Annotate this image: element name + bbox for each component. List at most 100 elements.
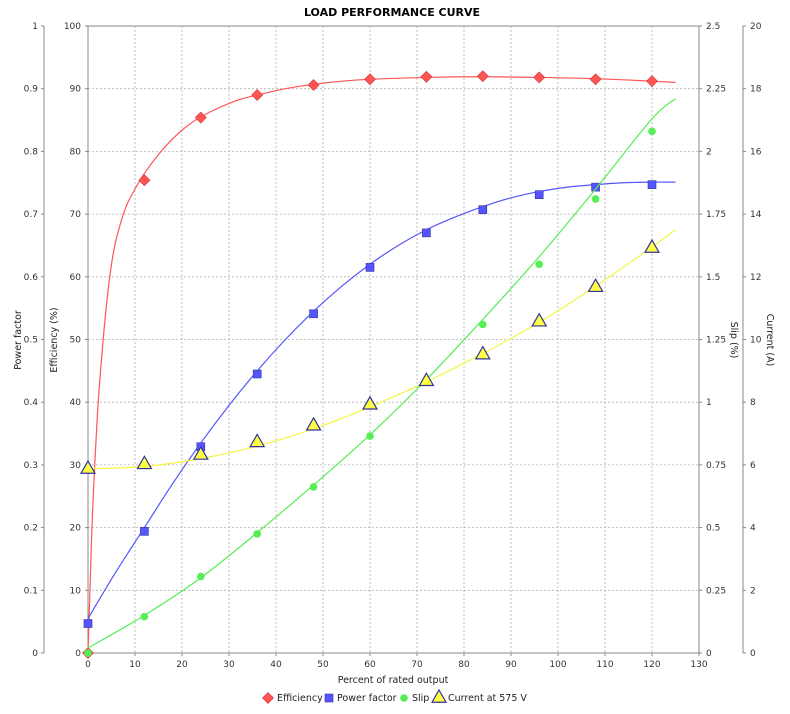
series-efficiency: [82, 70, 676, 659]
data-point-current-at-575-v: [643, 238, 661, 253]
data-point-current-at-575-v: [531, 312, 548, 327]
legend-item-current: Current at 575 V: [430, 688, 527, 704]
data-point-efficiency: [251, 89, 264, 101]
data-point-efficiency: [476, 70, 489, 83]
series-current-at-575-v: [79, 229, 676, 474]
data-point-slip: [253, 530, 261, 538]
x-tick-label: 110: [596, 660, 613, 670]
tick-label: 0: [706, 649, 712, 659]
data-point-slip: [366, 432, 374, 440]
data-point-efficiency: [364, 73, 376, 86]
data-point-power-factor: [422, 228, 431, 238]
data-point-slip: [309, 483, 318, 491]
data-point-power-factor: [534, 190, 544, 199]
tick-label: 60: [70, 273, 82, 283]
data-point-power-factor: [140, 527, 149, 536]
legend-label-efficiency: Efficiency: [277, 693, 323, 704]
tick-label: 30: [70, 461, 82, 471]
data-point-power-factor: [591, 182, 600, 192]
legend-item-power-factor: Power factor: [324, 693, 397, 704]
tick-label: 2: [706, 147, 712, 157]
tick-label: 8: [750, 398, 756, 408]
series-layer: [79, 70, 676, 659]
tick-label: 0.8: [24, 147, 39, 157]
power-factor-axis-ticks: 0 0.1 0.2 0.3 0.4 0.5 0.6 0.7 0.8 0.9 1: [24, 22, 44, 659]
tick-label: 70: [70, 210, 82, 220]
tick-label: 14: [750, 210, 762, 220]
data-point-current-at-575-v: [474, 345, 491, 360]
legend-marker-square-icon: [324, 693, 334, 703]
tick-label: 0.75: [706, 461, 726, 471]
tick-label: 0.9: [24, 85, 39, 95]
data-point-efficiency: [646, 75, 658, 88]
data-point-current-at-575-v: [249, 433, 266, 448]
tick-label: 2.5: [706, 22, 720, 32]
tick-label: 20: [750, 22, 762, 32]
data-point-current-at-575-v: [587, 277, 604, 293]
data-point-efficiency: [138, 174, 151, 187]
data-point-slip: [84, 649, 92, 657]
current-axis-label: Current (A): [764, 314, 775, 367]
tick-label: 1.75: [706, 210, 726, 220]
tick-label: 16: [750, 147, 762, 157]
legend-marker-diamond-icon: [262, 692, 274, 704]
x-tick-label: 30: [223, 660, 235, 670]
x-axis-ticks: 0 10 20 30 40 50 60 70 80 90 100 110 120 130: [85, 653, 708, 670]
tick-label: 1: [706, 398, 712, 408]
data-point-efficiency: [420, 70, 433, 83]
tick-label: 18: [750, 85, 762, 95]
efficiency-axis-ticks: 0 10 20 30 40 50 60 70 80 90 100: [64, 22, 88, 659]
tick-label: 40: [70, 398, 82, 408]
x-tick-label: 0: [85, 660, 91, 670]
x-tick-label: 10: [129, 660, 141, 670]
data-point-current-at-575-v: [418, 372, 435, 387]
legend-label-power-factor: Power factor: [337, 693, 397, 704]
data-point-slip: [648, 127, 656, 136]
data-point-efficiency: [533, 71, 546, 84]
legend: Efficiency Power factor Slip Current at …: [262, 688, 527, 704]
tick-label: 0.7: [24, 210, 38, 220]
tick-label: 0: [32, 649, 38, 659]
x-tick-label: 50: [317, 660, 329, 670]
tick-label: 0.5: [706, 524, 720, 534]
data-point-current-at-575-v: [192, 445, 209, 460]
tick-label: 2.25: [706, 85, 726, 95]
tick-label: 10: [750, 336, 762, 346]
legend-item-slip: Slip: [400, 693, 429, 704]
x-axis-label: Percent of rated output: [338, 675, 449, 686]
slip-axis-ticks: 0 0.25 0.5 0.75 1 1.25 1.5 1.75 2 2.25 2.5: [699, 22, 726, 659]
data-point-slip: [479, 320, 487, 329]
data-point-slip: [535, 260, 543, 269]
tick-label: 0.6: [24, 273, 39, 283]
tick-label: 0.1: [24, 586, 38, 596]
legend-label-current: Current at 575 V: [448, 693, 527, 704]
data-point-efficiency: [589, 73, 602, 86]
legend-label-slip: Slip: [412, 693, 429, 704]
tick-label: 50: [70, 336, 82, 346]
tick-label: 20: [70, 524, 82, 534]
tick-label: 10: [70, 586, 82, 596]
tick-label: 0.2: [24, 524, 38, 534]
tick-label: 12: [750, 273, 761, 283]
efficiency-axis-label: Efficiency (%): [49, 307, 60, 372]
legend-item-efficiency: Efficiency: [262, 692, 323, 704]
tick-label: 0.5: [24, 336, 38, 346]
data-point-efficiency: [307, 79, 320, 91]
data-point-power-factor: [478, 205, 488, 215]
data-point-current-at-575-v: [136, 455, 153, 470]
slip-axis-label: Slip (%): [728, 322, 739, 359]
tick-label: 0: [750, 649, 756, 659]
tick-label: 4: [750, 524, 756, 534]
x-tick-label: 120: [643, 660, 660, 670]
series-line-efficiency: [87, 76, 676, 654]
data-point-power-factor: [365, 263, 375, 272]
power-factor-axis-label: Power factor: [13, 310, 24, 370]
legend-marker-triangle-icon: [430, 688, 448, 703]
tick-label: 80: [70, 147, 82, 157]
tick-label: 0.3: [24, 461, 38, 471]
x-tick-label: 60: [364, 660, 376, 670]
tick-label: 2: [750, 586, 756, 596]
data-point-power-factor: [309, 309, 318, 319]
tick-label: 1.25: [706, 336, 726, 346]
